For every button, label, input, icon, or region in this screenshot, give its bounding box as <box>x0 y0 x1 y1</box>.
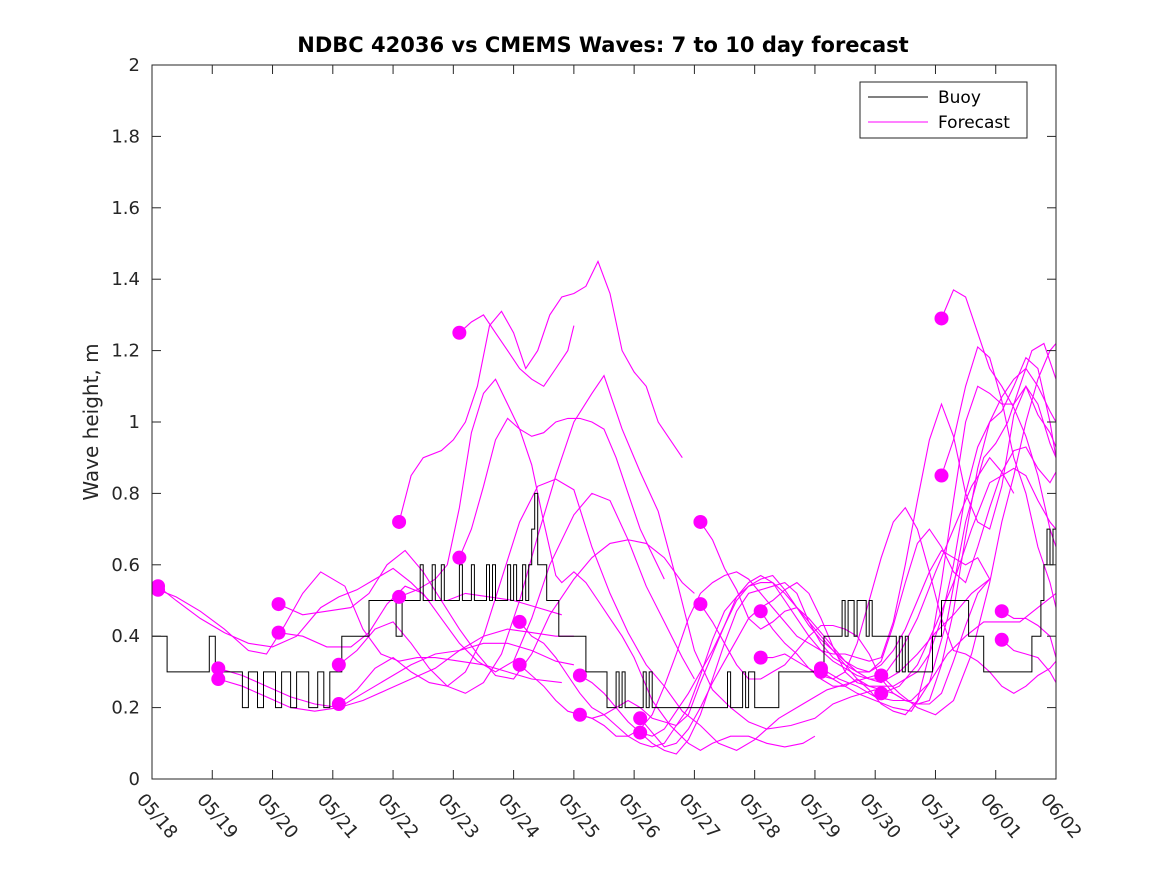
forecast-line <box>278 539 695 680</box>
y-tick-label: 1.4 <box>111 269 140 290</box>
y-tick-label: 0 <box>129 769 140 790</box>
forecast-start-marker <box>753 650 768 665</box>
forecast-start-marker <box>934 311 949 326</box>
forecast-start-marker <box>934 468 949 483</box>
forecast-start-marker <box>392 514 407 529</box>
forecast-start-marker <box>693 597 708 612</box>
forecast-start-marker <box>271 597 286 612</box>
forecast-start-marker <box>572 707 587 722</box>
forecast-start-marker <box>211 672 226 687</box>
y-tick-label: 1.2 <box>111 341 140 362</box>
forecast-line <box>639 356 1056 748</box>
forecast-line <box>278 492 695 680</box>
forecast-start-marker <box>633 711 648 726</box>
forecast-line <box>579 446 1056 755</box>
legend-box <box>859 81 1028 139</box>
forecast-line <box>338 374 876 730</box>
buoy-line <box>152 492 1056 709</box>
forecast-line <box>880 467 1056 694</box>
y-tick-label: 0.6 <box>111 555 140 576</box>
y-tick-label: 2 <box>129 55 140 76</box>
forecast-start-marker <box>452 325 467 340</box>
y-tick-label: 1 <box>129 412 140 433</box>
forecast-start-marker <box>753 604 768 619</box>
forecast-start-marker <box>994 632 1009 647</box>
forecast-line <box>1001 610 1056 658</box>
forecast-start-marker <box>271 625 286 640</box>
forecast-line <box>519 549 991 748</box>
plot-area <box>151 64 1057 780</box>
forecast-line <box>459 314 575 388</box>
forecast-line <box>218 628 574 709</box>
y-tick-label: 0.2 <box>111 698 140 719</box>
y-axis: 0 0.2 0.4 0.6 0.8 1 1.2 1.4 1.6 1.8 2 <box>111 55 1056 790</box>
forecast-line <box>157 571 562 684</box>
forecast-line <box>699 456 1015 680</box>
forecast-start-marker <box>512 614 527 629</box>
forecast-start-marker <box>693 514 708 529</box>
forecast-start-marker <box>572 668 587 683</box>
forecast-line <box>458 417 665 580</box>
forecast-line <box>760 506 1056 694</box>
forecast-line <box>398 378 816 752</box>
y-tick-label: 0.8 <box>111 483 140 504</box>
forecast-start-marker <box>874 668 889 683</box>
forecast-start-marker <box>994 604 1009 619</box>
forecast-start-marker <box>331 697 346 712</box>
legend-label-buoy: Buoy <box>938 88 981 108</box>
y-axis-label: Wave height, m <box>79 343 103 500</box>
forecast-start-marker <box>874 686 889 701</box>
legend-label-forecast: Forecast <box>938 113 1010 133</box>
legend: Buoy Forecast <box>859 81 1028 139</box>
forecast-line <box>820 342 1056 712</box>
forecast-line <box>157 567 562 648</box>
forecast-line <box>940 346 1056 608</box>
forecast-line <box>880 343 1056 716</box>
forecast-start-marker <box>331 657 346 672</box>
forecast-start-marker <box>813 664 828 679</box>
forecast-line <box>940 289 1056 548</box>
forecast-start-marker <box>211 661 226 676</box>
y-tick-label: 1.6 <box>111 198 140 219</box>
forecast-start-marker <box>452 550 467 565</box>
forecast-line <box>338 478 876 752</box>
forecast-start-marker <box>152 582 166 597</box>
forecast-line <box>820 592 1056 702</box>
forecast-line <box>640 367 1056 737</box>
y-tick-label: 1.8 <box>111 126 140 147</box>
chart-title: NDBC 42036 vs CMEMS Waves: 7 to 10 day f… <box>297 33 908 57</box>
forecast-start-marker <box>512 657 527 672</box>
forecast-line <box>579 385 1056 727</box>
y-tick-label: 0.4 <box>111 626 140 647</box>
forecast-start-marker <box>633 725 648 740</box>
forecast-start-marker <box>392 589 407 604</box>
forecast-line <box>398 260 683 523</box>
data-layer <box>152 260 1056 755</box>
